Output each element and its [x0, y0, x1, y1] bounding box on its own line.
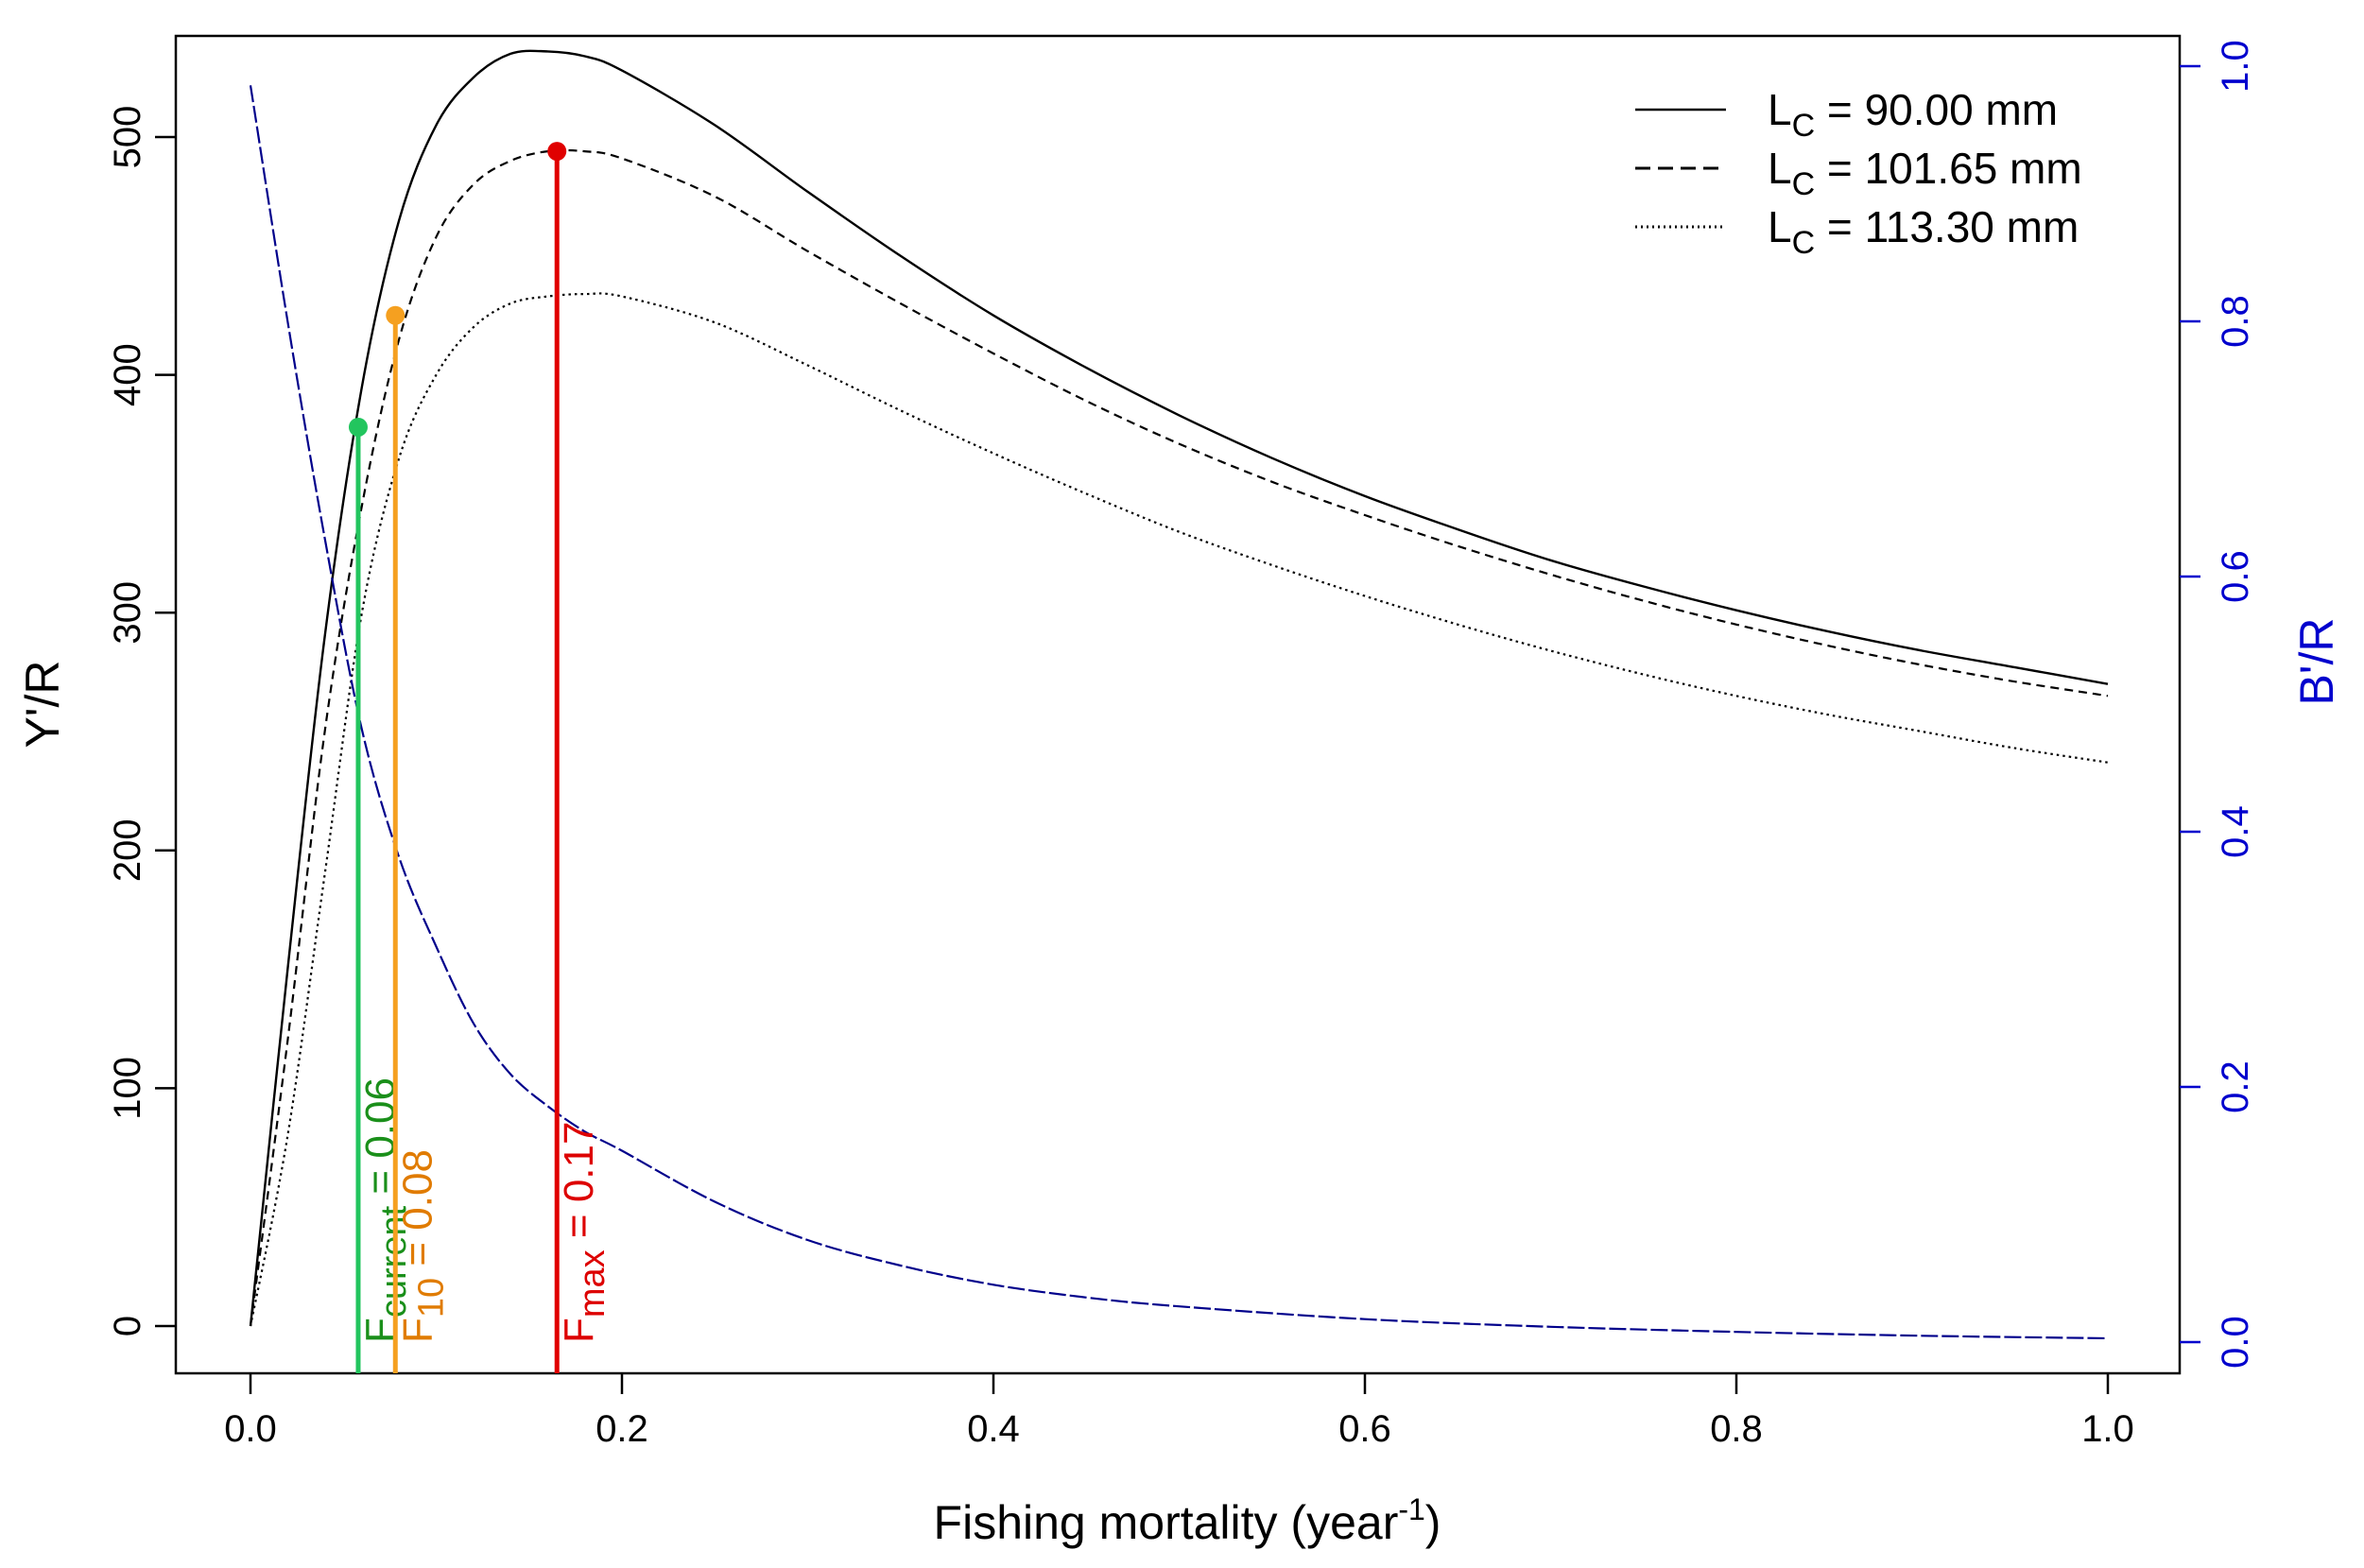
y-left-tick-label: 100: [107, 1057, 148, 1120]
f-10-label-sub: 10: [411, 1278, 451, 1318]
x-axis-label-close: ): [1425, 1496, 1441, 1549]
f-max-label-main: F: [556, 1318, 602, 1343]
legend-label-text: = 113.30 mm: [1815, 202, 2079, 251]
legend-label: LC = 90.00 mm: [1768, 85, 2058, 144]
x-tick-label: 1.0: [2081, 1408, 2134, 1450]
f-max-label-value: = 0.17: [556, 1122, 602, 1250]
series-line-dotted: [249, 292, 2109, 1327]
legend-label-sub: C: [1792, 225, 1816, 261]
legend-label-sub: C: [1792, 108, 1816, 144]
f-10-label: F10 = 0.08: [394, 1149, 451, 1343]
legend-label-text: = 101.65 mm: [1815, 144, 2082, 193]
series-line-dashed: [249, 148, 2109, 1327]
f-10-point: [386, 305, 406, 325]
y-left-tick-label: 400: [107, 343, 148, 406]
legend-label-text: = 90.00 mm: [1815, 85, 2058, 134]
y-right-tick-label: 0.4: [2215, 805, 2256, 858]
x-tick-label: 0.6: [1338, 1408, 1391, 1450]
f-current-point: [348, 417, 368, 437]
legend-label-sub: C: [1792, 166, 1816, 202]
f-10-label-main: F: [394, 1318, 440, 1343]
x-axis-label-exp: -1: [1398, 1492, 1424, 1526]
y-right-tick-label: 0.2: [2215, 1060, 2256, 1113]
y-right-tick-label: 1.0: [2215, 40, 2256, 93]
y-right-tick-label: 0.8: [2215, 295, 2256, 348]
y-left-tick-label: 200: [107, 818, 148, 882]
legend-label-prefix: L: [1768, 202, 1792, 251]
x-tick-label: 0.8: [1710, 1408, 1763, 1450]
plot-frame: [174, 34, 2182, 1375]
y-right-axis-label: B'/R: [2290, 618, 2343, 706]
legend-label: LC = 101.65 mm: [1768, 144, 2082, 202]
x-tick-label: 0.4: [967, 1408, 1020, 1450]
f-10-label-value: = 0.08: [394, 1149, 440, 1278]
y-left-tick-label: 500: [107, 106, 148, 169]
y-right-tick-label: 0.0: [2215, 1316, 2256, 1369]
legend-label: LC = 113.30 mm: [1768, 202, 2079, 261]
y-left-axis-label: Y'/R: [16, 661, 69, 749]
y-left-tick-label: 0: [107, 1316, 148, 1336]
y-left-tick-label: 300: [107, 581, 148, 645]
series-line-biomass: [249, 85, 2109, 1340]
x-tick-label: 0.2: [595, 1408, 648, 1450]
f-max-label-sub: max: [573, 1249, 613, 1318]
x-tick-label: 0.0: [224, 1408, 277, 1450]
f-max-label: Fmax = 0.17: [556, 1122, 613, 1343]
x-axis-label-text: Fishing mortality (year: [934, 1496, 1399, 1549]
x-axis-label: Fishing mortality (year-1): [934, 1492, 1441, 1549]
f-max-point: [547, 142, 567, 162]
legend-label-prefix: L: [1768, 144, 1792, 193]
legend-label-prefix: L: [1768, 85, 1792, 134]
y-right-tick-label: 0.6: [2215, 550, 2256, 603]
axes-layer: 0.0 0.2 0.4 0.6 0.8 1.0 Fishing mortality (yea…: [16, 40, 2343, 1549]
